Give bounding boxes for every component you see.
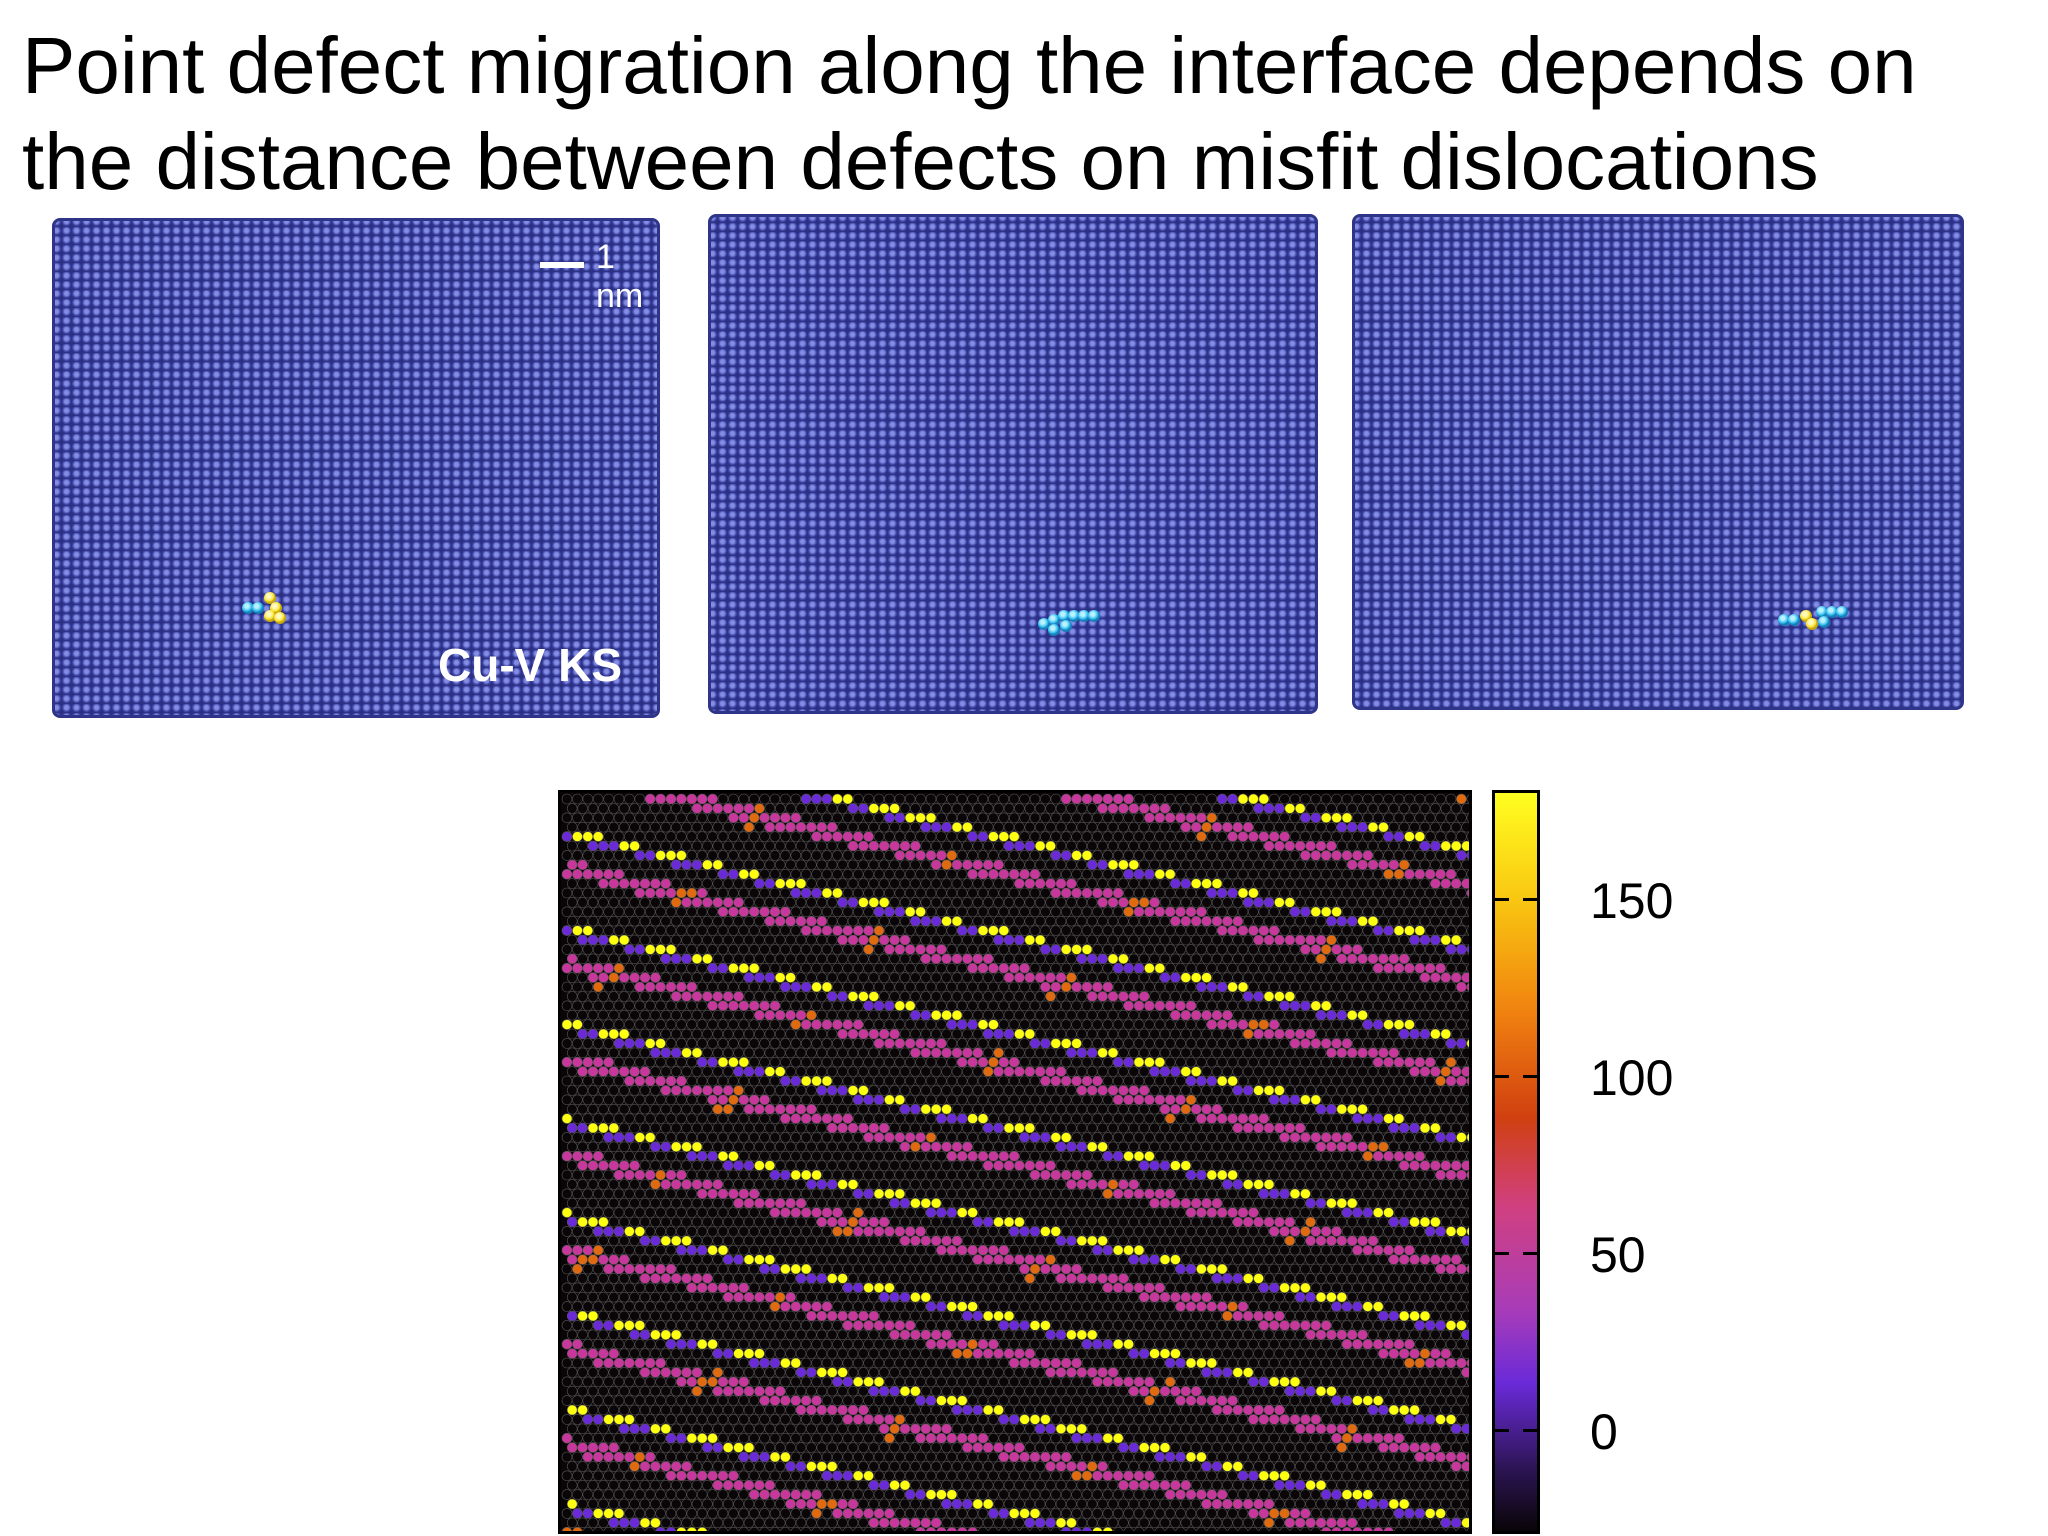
colorbar-tick-label: 50 — [1590, 1227, 1646, 1283]
scale-bar-label: 1 nm — [596, 238, 644, 315]
colorbar-tick-label: 0 — [1590, 1404, 1618, 1460]
simulation-panel-1: 1 nm Cu-V KS — [52, 218, 660, 718]
system-label: Cu-V KS — [438, 639, 622, 691]
interface-energy-heatmap — [558, 790, 1472, 1534]
colorbar-tick-label: 150 — [1590, 873, 1674, 929]
colorbar — [1492, 790, 1540, 1534]
simulation-panel-2 — [708, 214, 1318, 714]
simulation-panel-3 — [1352, 214, 1964, 710]
colorbar-tick-label: 100 — [1590, 1050, 1674, 1106]
slide-title: Point defect migration along the interfa… — [22, 21, 1917, 206]
heatmap-canvas — [561, 793, 1469, 1531]
scale-bar — [540, 262, 584, 268]
